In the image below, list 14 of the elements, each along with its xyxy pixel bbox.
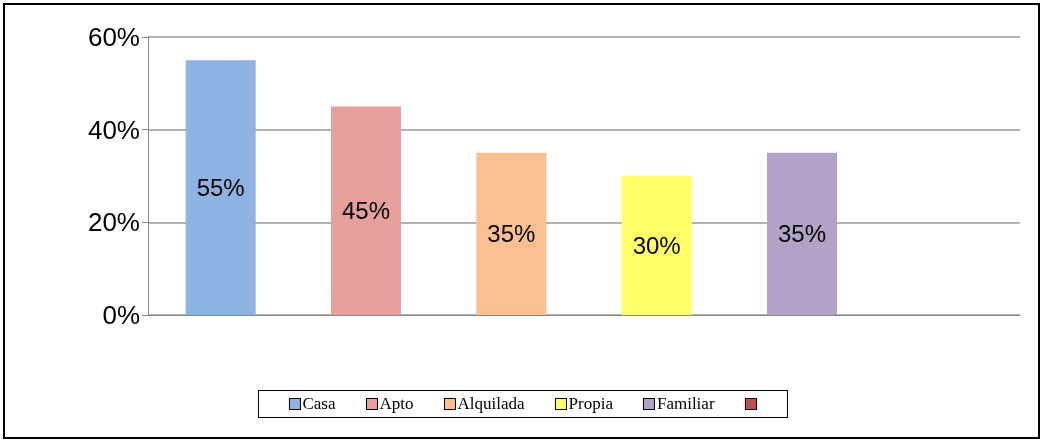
legend-label: Casa: [302, 394, 336, 414]
y-tick-label: 40%: [87, 114, 140, 145]
data-label: 35%: [487, 220, 536, 248]
y-tick-label: 20%: [87, 207, 140, 238]
legend-label: Familiar: [656, 394, 715, 414]
legend-label: Alquilada: [457, 394, 525, 414]
y-tick-label: 60%: [87, 22, 140, 52]
legend-label: Apto: [379, 394, 414, 414]
y-tick-label: 0%: [102, 300, 140, 330]
data-label: 35%: [777, 220, 827, 248]
data-label: 55%: [196, 174, 245, 202]
legend-label: Propia: [568, 394, 613, 414]
data-label: 30%: [632, 232, 681, 259]
data-label: 45%: [341, 197, 391, 225]
